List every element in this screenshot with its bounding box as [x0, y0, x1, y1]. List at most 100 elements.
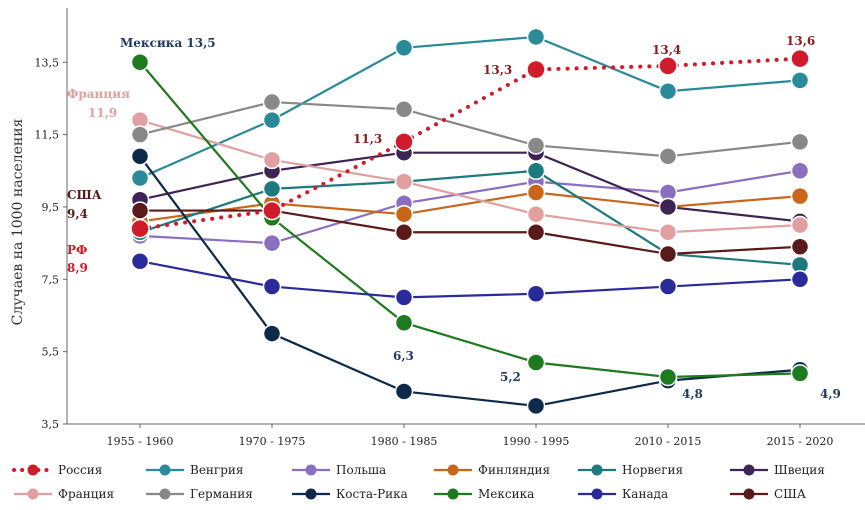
point-франция: [526, 204, 546, 224]
legend-swatch-marker: [159, 464, 171, 476]
legend-label: Венгрия: [190, 463, 243, 477]
point-коста-рика: [394, 382, 414, 401]
legend-label: Норвегия: [622, 463, 683, 477]
point-россия: [658, 56, 678, 76]
point-финляндия: [790, 186, 810, 206]
annotation-mexico-1990: 5,2: [500, 370, 521, 384]
point-коста-рика: [130, 147, 150, 166]
point-россия: [262, 200, 282, 221]
point-канада: [262, 277, 282, 296]
annotation-mexico-2010: 4,8: [682, 387, 703, 401]
series-line-венгрия: [139, 35, 801, 180]
legend-swatch-marker: [305, 464, 317, 476]
x-tick-label: 1955 - 1960: [107, 435, 174, 448]
annotation-france-label: Франция: [67, 87, 130, 101]
x-tick-label: 1980 - 1985: [371, 435, 438, 448]
annotation-mexico-2015: 4,9: [820, 387, 841, 401]
y-tick-label: 7,5: [42, 273, 60, 286]
point-норвегия: [526, 161, 546, 181]
x-tick-label: 1990 - 1995: [503, 435, 570, 448]
legend-item-венгрия: Венгрия: [146, 463, 243, 477]
series-line-швеция: [139, 151, 801, 223]
legend-label: Швеция: [774, 463, 825, 477]
legend-item-германия: Германия: [146, 487, 253, 501]
point-франция: [658, 223, 678, 242]
point-канада: [130, 251, 150, 271]
series-line-россия: [138, 56, 802, 231]
point-венгрия: [394, 38, 414, 58]
series-line-норвегия: [139, 169, 801, 266]
point-сша: [394, 223, 414, 242]
point-мексика: [790, 364, 810, 383]
series-line-польша: [139, 169, 801, 245]
point-мексика: [394, 313, 414, 332]
y-tick-label: 9,5: [42, 201, 60, 214]
point-финляндия: [394, 204, 414, 224]
legend-label: Польша: [336, 463, 386, 477]
point-норвегия: [262, 179, 282, 199]
point-канада: [526, 284, 546, 304]
y-tick-label: 3,5: [42, 418, 60, 431]
series-line-канада: [139, 260, 801, 299]
annotations: Мексика 13,5 Франция 11,9 США 9,4 РФ 8,9…: [67, 34, 841, 401]
annotation-usa-label: США: [67, 188, 102, 202]
legend-label: Мексика: [478, 487, 534, 501]
point-польша: [790, 161, 810, 181]
annotation-russia-2015: 13,6: [786, 34, 815, 48]
legend-item-польша: Польша: [292, 463, 386, 477]
series-line-коста-рика: [139, 155, 801, 408]
point-финляндия: [526, 183, 546, 202]
annotation-rf-value: 8,9: [67, 261, 88, 275]
annotation-russia-1990: 13,3: [483, 63, 512, 77]
annotation-france-value: 11,9: [88, 106, 117, 120]
point-коста-рика: [262, 324, 282, 343]
point-канада: [394, 288, 414, 307]
annotation-rf-label: РФ: [67, 243, 87, 257]
annotation-russia-2010: 13,4: [652, 43, 681, 57]
point-венгрия: [526, 27, 546, 47]
x-tick-label: 1970 - 1975: [239, 435, 306, 448]
legend-item-норвегия: Норвегия: [578, 463, 683, 477]
y-ticks: 3,5 5,5 7,5 9,5 11,5 13,5: [35, 56, 67, 431]
legend-item-сша: США: [730, 487, 806, 501]
legend-swatch-marker: [447, 488, 459, 500]
legend-swatch-marker: [447, 464, 459, 476]
y-axis-label: Случаев на 1000 населения: [10, 118, 26, 325]
legend-item-мексика: Мексика: [434, 487, 534, 501]
x-tick-label: 2015 - 2020: [767, 435, 834, 448]
y-tick-label: 5,5: [42, 346, 60, 359]
legend-label: США: [774, 487, 806, 501]
point-венгрия: [262, 110, 282, 130]
point-германия: [526, 136, 546, 155]
point-венгрия: [658, 81, 678, 101]
annotation-mexico-1980: 6,3: [393, 349, 414, 363]
point-польша: [262, 233, 282, 253]
legend-item-россия: Россия: [12, 463, 102, 477]
series-line-франция: [139, 119, 801, 234]
point-франция: [262, 150, 282, 170]
legend-item-финляндия: Финляндия: [434, 463, 550, 477]
legend-swatch-marker: [159, 488, 171, 500]
point-сша: [658, 244, 678, 264]
legend-item-франция: Франция: [14, 487, 114, 501]
point-германия: [790, 132, 810, 152]
annotation-russia-1980: 11,3: [353, 132, 382, 146]
legend-swatch-marker: [27, 464, 39, 476]
annotation-mexico: Мексика 13,5: [120, 36, 216, 50]
point-германия: [658, 147, 678, 166]
legend-swatch-marker: [743, 464, 755, 476]
point-франция: [394, 172, 414, 191]
legend-label: Франция: [58, 487, 114, 501]
legend-swatch-marker: [743, 488, 755, 500]
point-мексика: [658, 367, 678, 387]
y-tick-label: 13,5: [35, 56, 60, 69]
point-германия: [394, 100, 414, 119]
legend-label: Коста-Рика: [336, 487, 408, 501]
legend: Россия Венгрия Польша Финляндия Норвегия Швец…: [12, 463, 825, 501]
point-канада: [658, 277, 678, 296]
point-германия: [130, 125, 150, 144]
point-мексика: [526, 353, 546, 372]
legend-swatch-marker: [591, 488, 603, 500]
legend-label: Россия: [58, 463, 102, 477]
